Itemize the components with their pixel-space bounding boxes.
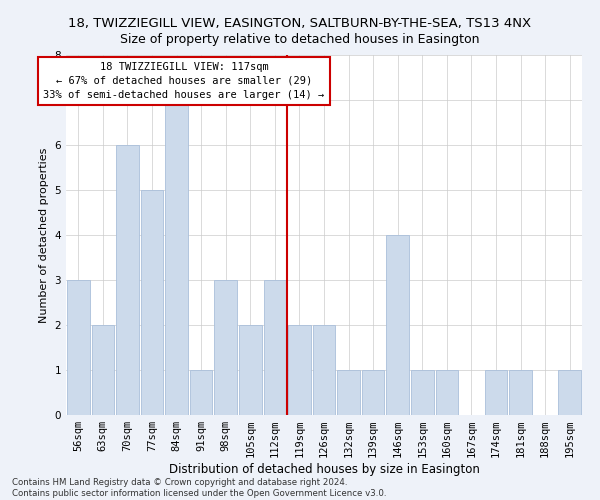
Bar (239, 325, 262, 415)
Bar (190, 370, 212, 415)
Text: 18, TWIZZIEGILL VIEW, EASINGTON, SALTBURN-BY-THE-SEA, TS13 4NX: 18, TWIZZIEGILL VIEW, EASINGTON, SALTBUR… (68, 18, 532, 30)
Bar (214, 280, 237, 415)
Bar (362, 370, 385, 415)
Text: Size of property relative to detached houses in Easington: Size of property relative to detached ho… (120, 32, 480, 46)
Bar (263, 280, 286, 415)
Bar (116, 145, 139, 415)
Bar (313, 325, 335, 415)
Bar (386, 235, 409, 415)
Text: Contains HM Land Registry data © Crown copyright and database right 2024.
Contai: Contains HM Land Registry data © Crown c… (12, 478, 386, 498)
Bar (509, 370, 532, 415)
X-axis label: Distribution of detached houses by size in Easington: Distribution of detached houses by size … (169, 463, 479, 476)
Bar (337, 370, 360, 415)
Bar (92, 325, 114, 415)
Bar (165, 100, 188, 415)
Bar (436, 370, 458, 415)
Bar (67, 280, 89, 415)
Bar (288, 325, 311, 415)
Bar (411, 370, 434, 415)
Text: 18 TWIZZIEGILL VIEW: 117sqm
← 67% of detached houses are smaller (29)
33% of sem: 18 TWIZZIEGILL VIEW: 117sqm ← 67% of det… (43, 62, 325, 100)
Bar (559, 370, 581, 415)
Y-axis label: Number of detached properties: Number of detached properties (39, 148, 49, 322)
Bar (140, 190, 163, 415)
Bar (485, 370, 508, 415)
